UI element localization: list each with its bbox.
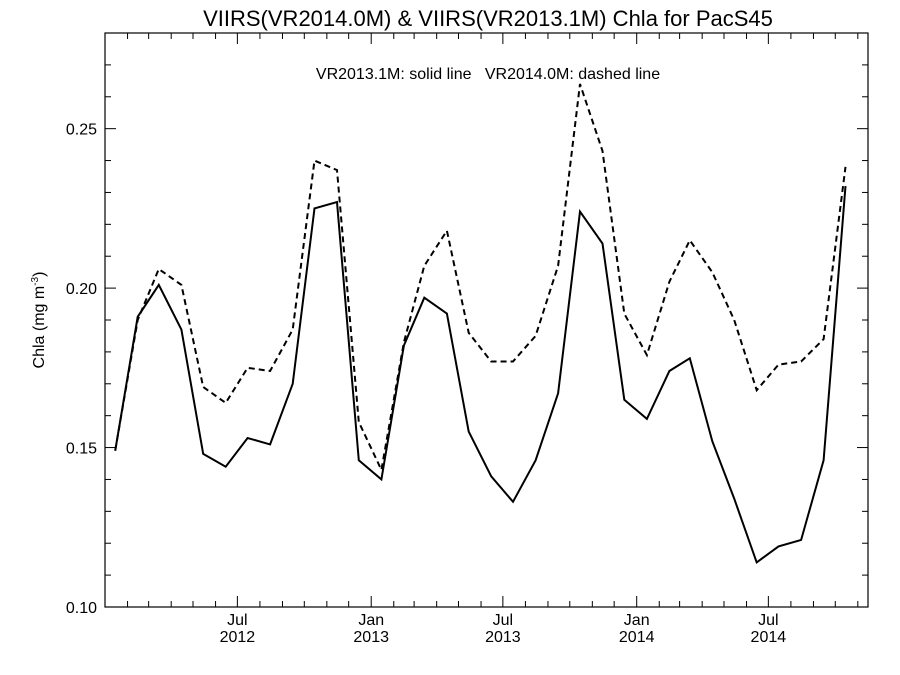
y-axis-label-close: ) (31, 272, 48, 277)
y-axis-label-text: Chla (mg m (31, 286, 48, 369)
x-tick-label-month: Jul (227, 612, 247, 629)
y-axis-label: Chla (mg m-3) (30, 272, 48, 369)
y-tick-label: 0.10 (66, 600, 97, 617)
x-tick-label-month: Jan (624, 612, 650, 629)
y-tick-label: 0.15 (66, 441, 97, 458)
x-tick-label-year: 2012 (220, 629, 256, 646)
x-tick-label-year: 2014 (751, 629, 787, 646)
chart-title: VIIRS(VR2014.0M) & VIIRS(VR2013.1M) Chla… (203, 6, 773, 31)
x-tick-label-month: Jul (758, 612, 778, 629)
y-tick-label: 0.25 (66, 122, 97, 139)
x-tick-label-year: 2014 (619, 629, 655, 646)
y-axis: 0.10 0.15 0.20 0.25 (66, 32, 868, 617)
x-tick-label-month: Jan (358, 612, 384, 629)
line-style-annotation: VR2013.1M: solid line VR2014.0M: dashed … (316, 66, 660, 83)
y-axis-label-exponent: -3 (30, 276, 41, 285)
x-tick-label-year: 2013 (485, 629, 521, 646)
series-line-dashed (114, 83, 847, 474)
y-tick-label: 0.20 (66, 281, 97, 298)
series-line-solid (114, 186, 847, 565)
x-tick-label-year: 2013 (353, 629, 389, 646)
plot-frame (104, 32, 869, 608)
series-lines (114, 83, 847, 565)
x-tick-label-month: Jul (493, 612, 513, 629)
